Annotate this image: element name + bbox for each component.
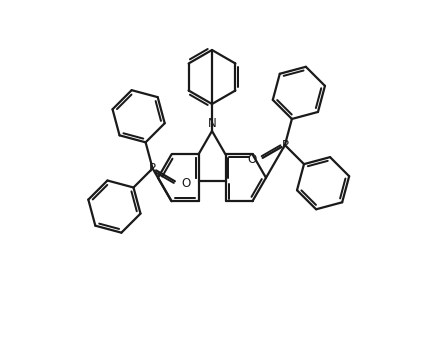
- Text: P: P: [282, 139, 288, 151]
- Text: P: P: [149, 162, 156, 175]
- Text: O: O: [181, 177, 190, 190]
- Text: O: O: [247, 153, 256, 166]
- Text: N: N: [208, 117, 216, 130]
